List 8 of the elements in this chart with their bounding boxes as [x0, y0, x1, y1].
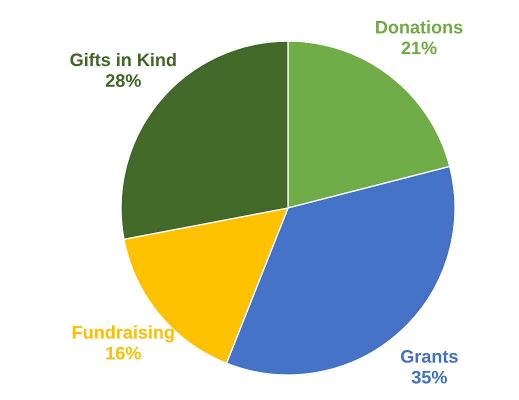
slice-label: Donations — [376, 20, 462, 34]
slice-label: Gifts in Kind — [70, 52, 176, 66]
data-label: 28% — [106, 74, 141, 87]
data-label: 21% — [402, 42, 437, 54]
slice-label: Fundraising — [72, 325, 174, 342]
data-label: 35% — [412, 370, 447, 384]
data-label: 16% — [106, 346, 141, 360]
slice-label: Grants — [401, 350, 458, 363]
